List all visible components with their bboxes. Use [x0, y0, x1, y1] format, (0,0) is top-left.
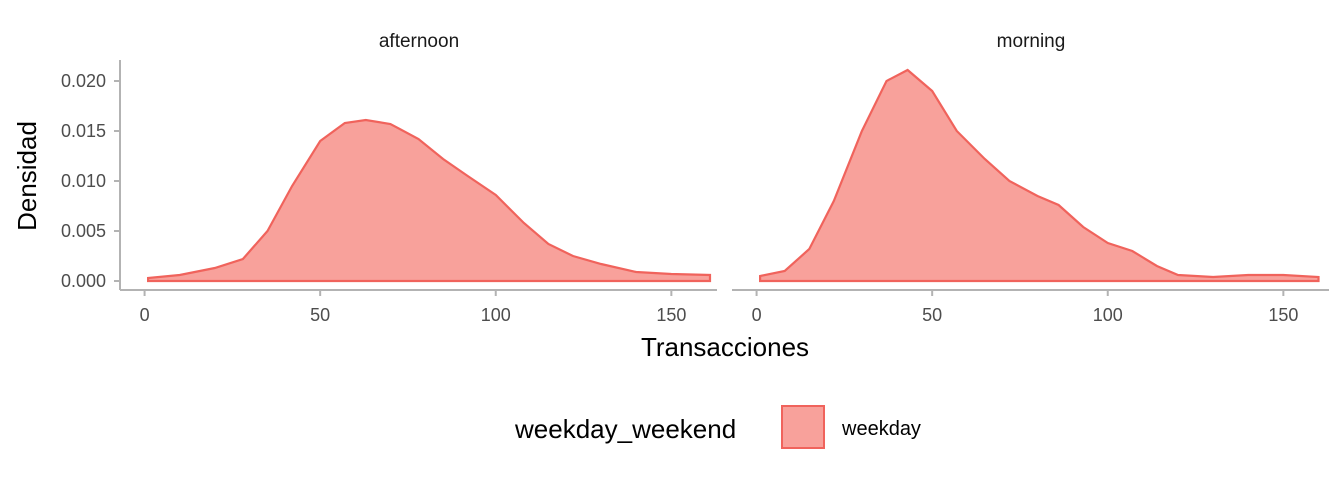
- x-tick-label: 100: [481, 305, 511, 325]
- facet-panel-morning: 0 50 100 150: [732, 68, 1329, 325]
- x-ticks-morning: 0 50 100 150: [752, 290, 1298, 325]
- y-axis-title: Densidad: [12, 121, 42, 231]
- y-tick-label: 0.020: [61, 71, 106, 91]
- x-tick-label: 50: [310, 305, 330, 325]
- legend-label-weekday: weekday: [841, 418, 921, 440]
- x-tick-label: 150: [656, 305, 686, 325]
- density-area-morning: [759, 68, 1320, 283]
- facet-panel-afternoon: 0 50 100 150 0.000 0.005 0.010 0.015 0.020: [61, 60, 717, 325]
- y-tick-label: 0.005: [61, 221, 106, 241]
- x-tick-label: 100: [1093, 305, 1123, 325]
- x-tick-label: 50: [922, 305, 942, 325]
- y-tick-label: 0.015: [61, 121, 106, 141]
- legend: weekday_weekend weekday: [514, 405, 921, 449]
- y-tick-label: 0.010: [61, 171, 106, 191]
- y-tick-label: 0.000: [61, 271, 106, 291]
- legend-title: weekday_weekend: [514, 414, 736, 444]
- x-tick-label: 150: [1268, 305, 1298, 325]
- legend-key-weekday: [781, 405, 825, 449]
- x-ticks-afternoon: 0 50 100 150: [140, 290, 686, 325]
- x-tick-label: 0: [752, 305, 762, 325]
- density-area-afternoon: [147, 118, 712, 283]
- y-ticks: 0.000 0.005 0.010 0.015 0.020: [61, 71, 120, 291]
- x-tick-label: 0: [140, 305, 150, 325]
- facet-label-afternoon: afternoon: [379, 31, 459, 52]
- x-axis-title: Transacciones: [641, 332, 809, 362]
- facet-label-morning: morning: [997, 31, 1066, 52]
